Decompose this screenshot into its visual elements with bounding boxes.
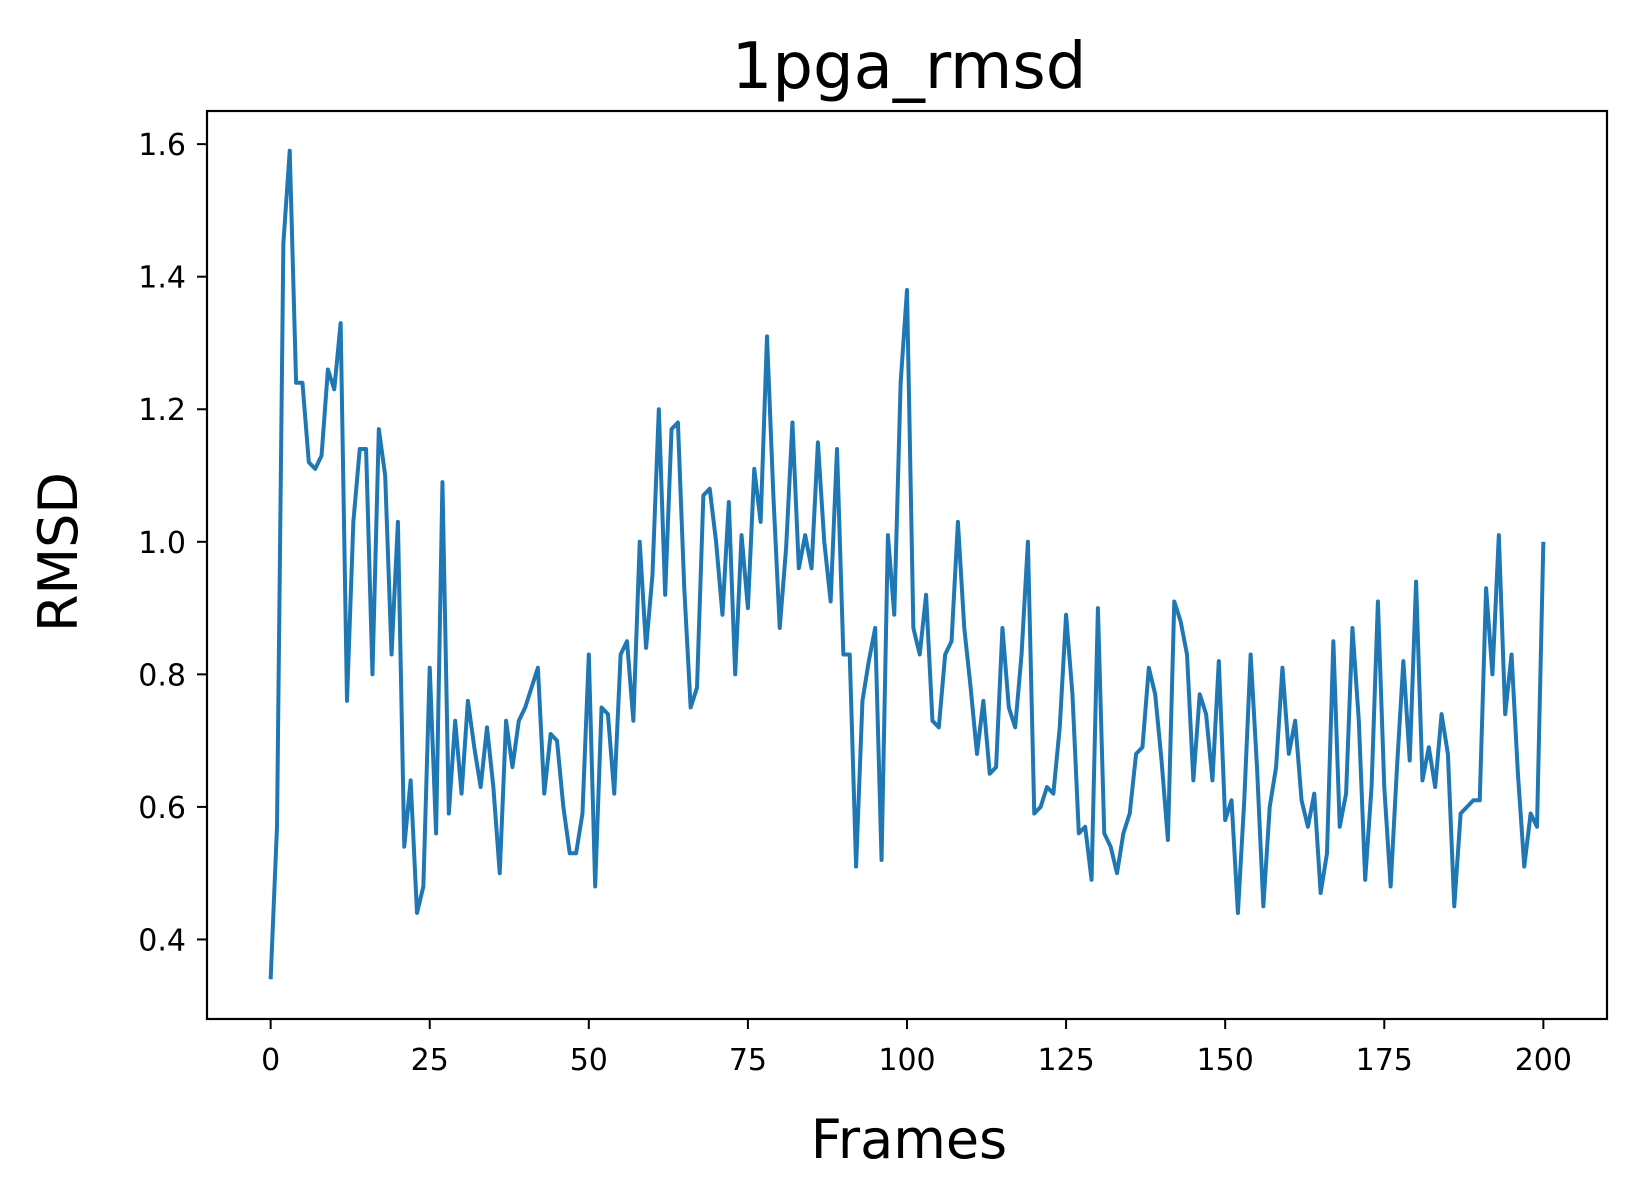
x-axis-label: Frames <box>811 1108 1007 1171</box>
y-tick-label: 0.8 <box>138 658 186 693</box>
x-tick-label: 125 <box>1037 1043 1094 1078</box>
x-tick-label: 50 <box>570 1043 608 1078</box>
y-axis-ticks: 0.4 0.6 0.8 1.0 1.2 1.4 1.6 <box>138 128 207 958</box>
y-tick-label: 0.4 <box>138 923 186 958</box>
series-group <box>268 148 1546 980</box>
x-tick-label: 175 <box>1356 1043 1413 1078</box>
x-tick-label: 200 <box>1515 1043 1572 1078</box>
x-tick-label: 100 <box>878 1043 935 1078</box>
x-axis-ticks: 0 25 50 75 100 125 150 175 200 <box>261 1019 1572 1078</box>
y-axis-label: RMSD <box>27 472 90 632</box>
x-tick-label: 0 <box>261 1043 280 1078</box>
plot-area: 0 25 50 75 100 125 150 175 200 0.4 0.6 0.8 1.0 1.2 1.… <box>138 109 1609 1078</box>
y-tick-label: 0.6 <box>138 791 186 826</box>
chart-title: 1pga_rmsd <box>732 30 1087 104</box>
plot-frame <box>205 109 1609 1021</box>
x-tick-label: 25 <box>411 1043 449 1078</box>
x-tick-label: 75 <box>729 1043 767 1078</box>
series-line-0 <box>268 148 1546 980</box>
y-tick-label: 1.2 <box>138 393 186 428</box>
y-tick-label: 1.4 <box>138 261 186 296</box>
y-tick-label: 1.0 <box>138 526 186 561</box>
x-tick-label: 150 <box>1197 1043 1254 1078</box>
y-tick-label: 1.6 <box>138 128 186 163</box>
